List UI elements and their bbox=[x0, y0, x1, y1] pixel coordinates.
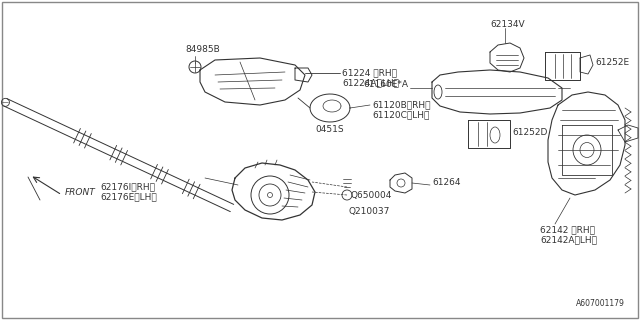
Text: Q650004: Q650004 bbox=[350, 190, 392, 199]
Text: 61252E: 61252E bbox=[595, 58, 629, 67]
Text: 62134V: 62134V bbox=[490, 20, 525, 29]
Text: 61224 〈RH〉
61224A〈LH〉: 61224 〈RH〉 61224A〈LH〉 bbox=[342, 68, 399, 87]
Text: Q210037: Q210037 bbox=[348, 207, 389, 216]
Text: 61160E*A: 61160E*A bbox=[363, 79, 408, 89]
Text: 62142 〈RH〉
62142A〈LH〉: 62142 〈RH〉 62142A〈LH〉 bbox=[540, 225, 597, 244]
Text: 0451S: 0451S bbox=[315, 125, 344, 134]
Text: 84985B: 84985B bbox=[185, 45, 220, 54]
Text: 61264: 61264 bbox=[432, 178, 461, 187]
Text: 62176I〈RH〉
62176E〈LH〉: 62176I〈RH〉 62176E〈LH〉 bbox=[100, 182, 157, 201]
Text: 61120B〈RH〉
61120C〈LH〉: 61120B〈RH〉 61120C〈LH〉 bbox=[372, 100, 431, 119]
Text: 61252D: 61252D bbox=[512, 128, 547, 137]
Text: FRONT: FRONT bbox=[65, 188, 96, 196]
Text: A607001179: A607001179 bbox=[576, 299, 625, 308]
